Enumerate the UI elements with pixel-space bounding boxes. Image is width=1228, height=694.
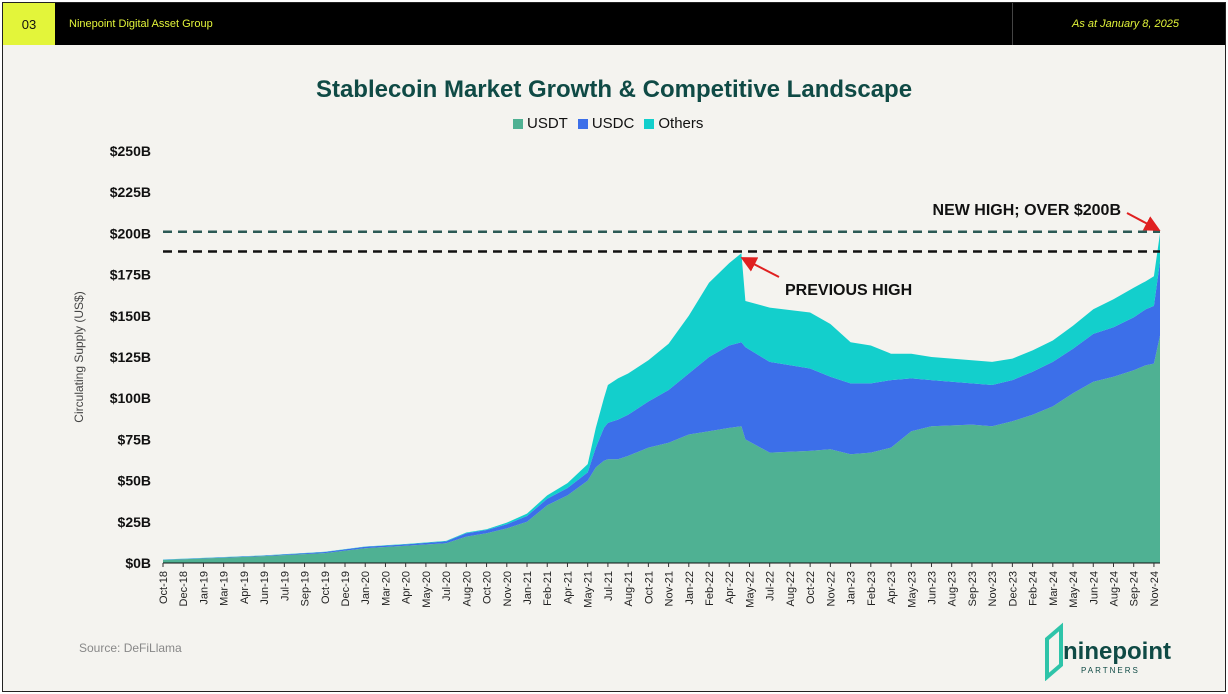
ninepoint-logo: ninepoint PARTNERS [1045,622,1171,681]
x-tick-label: Aug-21 [623,571,635,606]
area-usdc [163,261,1160,561]
x-tick-label: Nov-23 [987,571,999,606]
legend-swatch-usdt [513,118,523,129]
y-tick-label: $50B [118,473,151,489]
x-tick-label: Jan-22 [684,571,696,605]
x-tick-label: Mar-24 [1048,571,1060,606]
y-tick-label: $75B [118,431,151,447]
y-tick-label: $175B [110,267,151,283]
x-tick-label: Dec-19 [340,571,352,606]
y-tick-label: $225B [110,184,151,200]
x-tick-label: Aug-20 [461,571,473,606]
y-tick-label: $125B [110,349,151,365]
x-tick-label: Apr-22 [724,571,736,604]
x-tick-label: Nov-22 [825,571,837,606]
legend-label-others: Others [658,115,704,132]
x-tick-label: Aug-22 [785,571,797,606]
x-tick-label: Jan-21 [522,571,534,605]
x-tick-label: Feb-24 [1028,571,1040,606]
x-tick-label: Jun-19 [259,571,271,605]
logo-word: ninepoint [1063,638,1171,665]
x-tick-label: Feb-22 [704,571,716,606]
x-tick-label: Sep-23 [967,571,979,606]
x-tick-label: Aug-23 [947,571,959,606]
x-tick-label: Dec-23 [1007,571,1019,606]
x-tick-label: Oct-18 [158,571,170,604]
legend-swatch-others [644,118,655,129]
legend-item-others: Others [644,115,703,132]
legend-swatch-usdc [577,118,588,129]
chart-legend: USDT USDC Others [513,115,713,132]
legend-item-usdc: USDC [577,115,635,132]
x-tick-label: Oct-22 [805,571,817,604]
x-tick-label: May-23 [906,571,918,608]
new-high-arrow [1126,212,1161,231]
chart-title: Stablecoin Market Growth & Competitive L… [315,76,913,103]
logo-sub: PARTNERS [1081,666,1140,675]
x-tick-label: Jan-20 [360,571,372,605]
stacked-area-chart: $0B $25B $50B $75B $100B $125B $150B $175B $200B… [72,143,1161,608]
x-tick-label: Jan-19 [198,571,210,605]
x-tick-label: Jul-20 [441,571,453,601]
x-tick-label: Oct-19 [320,571,332,604]
x-tick-label: Jun-24 [1088,571,1100,605]
x-tick-label: Apr-21 [562,571,574,604]
x-tick-label: Mar-20 [380,571,392,606]
organization-name: Ninepoint Digital Asset Group [69,18,213,30]
previous-high-arrow [740,257,780,278]
legend-item-usdt: USDT [513,115,568,132]
x-tick-label: Feb-23 [866,571,878,606]
x-tick-label: Oct-20 [482,571,494,604]
top-bar: 03 Ninepoint Digital Asset Group As at J… [3,3,1225,45]
x-tick-label: Dec-18 [178,571,190,606]
x-tick-label: Nov-21 [664,571,676,606]
x-tick-label: Nov-24 [1149,571,1161,606]
x-tick-label: Jan-23 [846,571,858,605]
x-tick-label: Apr-23 [886,571,898,604]
area-usdt [163,335,1160,563]
legend-label-usdc: USDC [591,115,635,132]
x-tick-label: Jul-21 [603,571,615,601]
x-tick-label: May-24 [1068,571,1080,608]
x-tick-label: May-22 [744,571,756,608]
y-axis-title: Circulating Supply (US$) [72,291,86,422]
source-note: Source: DeFiLlama [79,641,182,655]
y-tick-label: $25B [118,514,151,530]
y-tick-label: $250B [110,143,151,159]
x-tick-label: Mar-19 [219,571,231,606]
y-tick-label: $0B [125,555,151,571]
y-tick-label: $200B [110,225,151,241]
x-tick-label: Aug-24 [1108,571,1120,606]
page-number: 03 [3,3,55,45]
x-tick-label: Sep-19 [300,571,312,606]
x-tick-label: Jul-19 [279,571,291,601]
x-tick-label: Apr-19 [239,571,251,604]
y-tick-label: $100B [110,390,151,406]
as-at-date: As at January 8, 2025 [1071,18,1179,30]
x-tick-label: Jul-22 [765,571,777,601]
x-tick-label: Feb-21 [542,571,554,606]
new-high-annotation: NEW HIGH; OVER $200B [933,202,1121,219]
x-tick-label: Jun-23 [926,571,938,605]
logo-mark [1045,622,1063,681]
x-tick-label: May-20 [421,571,433,608]
x-tick-label: May-21 [583,571,595,608]
x-tick-label: Nov-20 [502,571,514,606]
y-tick-label: $150B [110,308,151,324]
date-box: As at January 8, 2025 [1012,3,1225,45]
legend-label-usdt: USDT [527,115,568,132]
x-tick-label: Sep-24 [1129,571,1141,606]
x-tick-label: Apr-20 [401,571,413,604]
x-tick-label: Oct-21 [643,571,655,604]
previous-high-annotation: PREVIOUS HIGH [785,282,912,299]
